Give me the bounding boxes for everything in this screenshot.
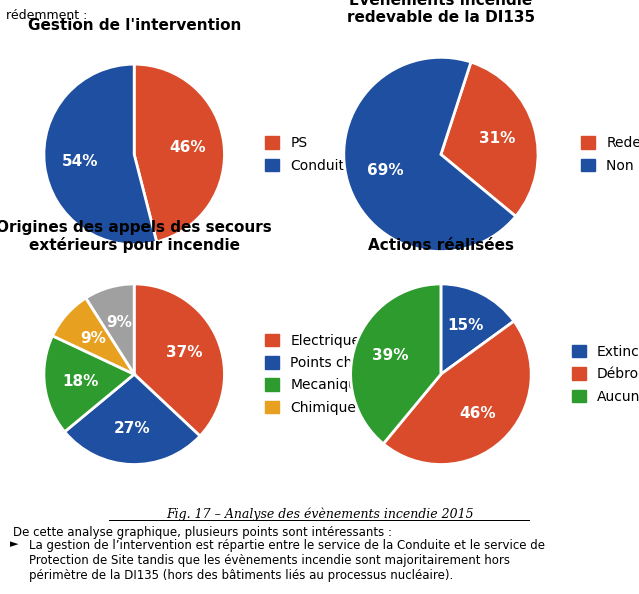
Text: De cette analyse graphique, plusieurs points sont intéressants :: De cette analyse graphique, plusieurs po… — [13, 526, 392, 539]
Text: 9%: 9% — [81, 331, 107, 346]
Text: 18%: 18% — [62, 374, 98, 388]
Title: Evénements incendie
redevable de la DI135: Evénements incendie redevable de la DI13… — [347, 0, 535, 25]
Text: ►: ► — [10, 539, 18, 549]
Wedge shape — [65, 374, 200, 465]
Wedge shape — [86, 284, 134, 374]
Wedge shape — [134, 64, 224, 242]
Wedge shape — [351, 284, 441, 444]
Text: 37%: 37% — [166, 345, 202, 360]
Text: La gestion de l’intervention est répartie entre le service de la Conduite et le : La gestion de l’intervention est réparti… — [29, 539, 545, 582]
Legend: Electrique, Points chauds, Mecanique, Chimique: Electrique, Points chauds, Mecanique, Ch… — [265, 334, 386, 415]
Wedge shape — [344, 57, 516, 252]
Wedge shape — [441, 284, 514, 374]
Legend: PS, Conduite: PS, Conduite — [265, 136, 353, 173]
Wedge shape — [441, 62, 538, 216]
Text: 46%: 46% — [459, 406, 497, 421]
Text: 39%: 39% — [372, 348, 408, 364]
Title: Actions réalisées: Actions réalisées — [368, 238, 514, 253]
Legend: Redevable, Non redevable: Redevable, Non redevable — [581, 136, 639, 173]
Text: 15%: 15% — [447, 318, 484, 333]
Text: 54%: 54% — [62, 154, 98, 169]
Title: Gestion de l'intervention: Gestion de l'intervention — [27, 18, 241, 33]
Wedge shape — [52, 298, 134, 374]
Text: 69%: 69% — [367, 163, 403, 178]
Text: Fig. 17 – Analyse des évènements incendie 2015: Fig. 17 – Analyse des évènements incendi… — [166, 508, 473, 522]
Text: rédemment :: rédemment : — [6, 9, 88, 22]
Text: 9%: 9% — [106, 315, 132, 330]
Legend: Extincteur, Débrochage, Aucune: Extincteur, Débrochage, Aucune — [572, 345, 639, 404]
Wedge shape — [44, 336, 134, 432]
Text: 31%: 31% — [479, 131, 515, 146]
Title: Origines des appels des secours
extérieurs pour incendie: Origines des appels des secours extérieu… — [0, 220, 272, 253]
Wedge shape — [44, 64, 157, 245]
Text: 46%: 46% — [169, 140, 206, 155]
Text: 27%: 27% — [114, 421, 151, 436]
Wedge shape — [134, 284, 224, 436]
Wedge shape — [383, 321, 531, 465]
